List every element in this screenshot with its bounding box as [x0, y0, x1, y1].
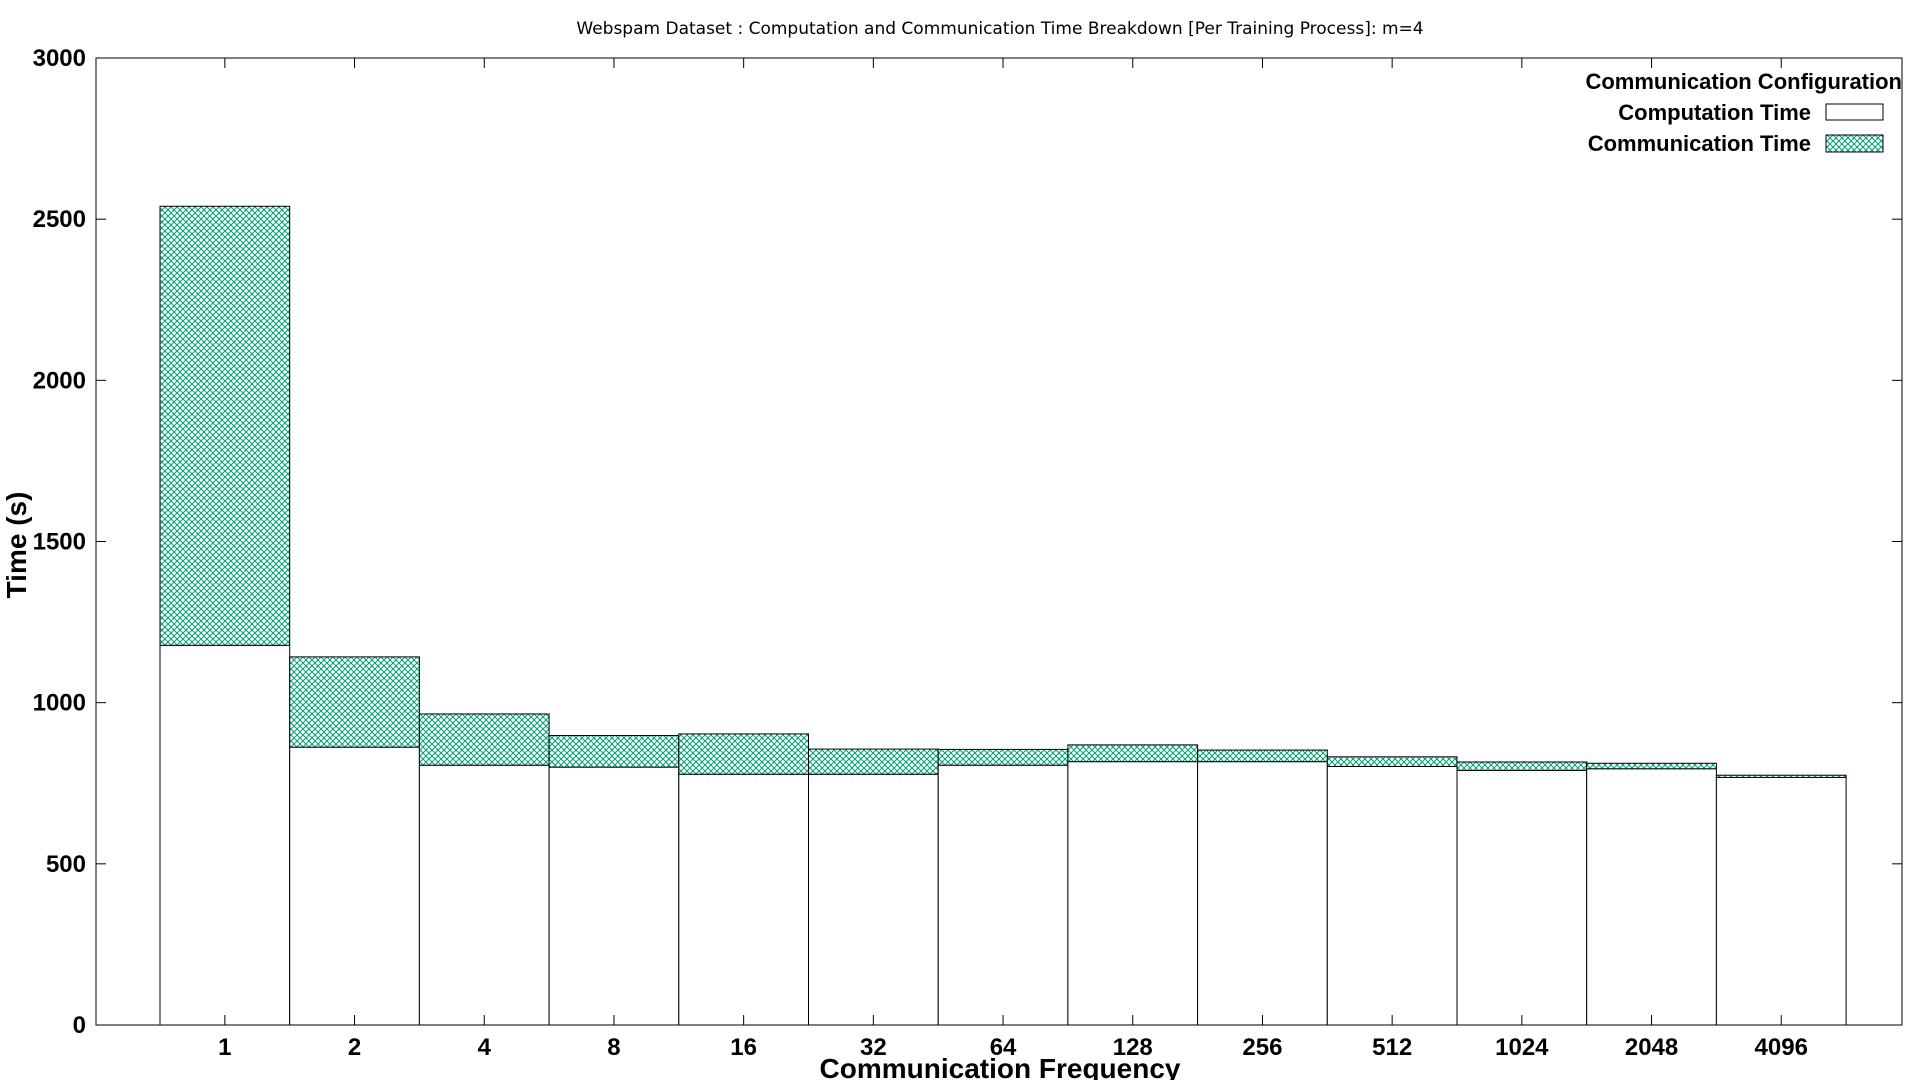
- legend: Communication Configuration Computation …: [1585, 69, 1902, 156]
- y-tick-label: 3000: [33, 45, 86, 72]
- communication-bar-16: [678, 733, 809, 775]
- communication-bar-2048: [1586, 762, 1717, 770]
- communication-bar-2: [289, 656, 420, 748]
- legend-swatch-computation: [1825, 103, 1884, 121]
- y-tick-label: 1500: [33, 529, 86, 556]
- chart-title: Webspam Dataset : Computation and Commun…: [576, 19, 1423, 39]
- communication-bar-1: [159, 205, 291, 646]
- x-tick-label: 4: [478, 1034, 492, 1061]
- computation-bar-64: [937, 764, 1069, 1026]
- x-tick-label: 16: [730, 1034, 757, 1061]
- computation-bar-1024: [1456, 769, 1588, 1026]
- x-tick-label: 1024: [1495, 1034, 1549, 1061]
- communication-bar-4096: [1715, 774, 1847, 778]
- x-tick-label: 2048: [1625, 1034, 1678, 1061]
- computation-bar-16: [678, 773, 809, 1026]
- y-tick-label: 500: [46, 851, 86, 878]
- computation-bar-4: [418, 764, 550, 1026]
- x-axis-label: Communication Frequency: [820, 1053, 1181, 1080]
- legend-swatch-communication: [1825, 134, 1884, 153]
- x-tick-label: 512: [1372, 1034, 1412, 1061]
- computation-bar-256: [1197, 761, 1328, 1026]
- x-tick-label: 32: [860, 1034, 887, 1061]
- communication-bar-128: [1067, 744, 1199, 763]
- computation-bar-1: [159, 644, 291, 1026]
- communication-bar-32: [808, 748, 939, 775]
- x-tick-label: 256: [1242, 1034, 1282, 1061]
- communication-bar-512: [1326, 756, 1458, 767]
- x-tick-label: 8: [607, 1034, 620, 1061]
- y-tick-label: 2000: [33, 367, 86, 394]
- y-axis-label: Time (s): [1, 492, 32, 599]
- communication-bar-4: [418, 713, 550, 766]
- computation-bar-2048: [1586, 768, 1717, 1026]
- computation-bar-128: [1067, 761, 1199, 1026]
- computation-bar-4096: [1715, 776, 1847, 1026]
- ticks-layer: 0 500 1000 1500 2000 2500 3000 1 2 4 8 16 32 64 128 256…: [33, 45, 1902, 1061]
- legend-label-communication: Communication Time: [1588, 131, 1811, 156]
- y-tick-label: 2500: [33, 206, 86, 233]
- y-tick-label: 1000: [33, 690, 86, 717]
- x-tick-label: 64: [990, 1034, 1017, 1061]
- computation-bar-8: [548, 766, 680, 1026]
- x-tick-label: 4096: [1755, 1034, 1808, 1061]
- x-tick-label: 128: [1113, 1034, 1153, 1061]
- bars-layer: [159, 205, 1847, 1026]
- communication-bar-8: [548, 735, 680, 768]
- communication-bar-1024: [1456, 761, 1588, 771]
- legend-title: Communication Configuration: [1585, 69, 1902, 94]
- computation-bar-2: [289, 746, 420, 1026]
- legend-label-computation: Computation Time: [1618, 100, 1811, 125]
- y-tick-label: 0: [73, 1012, 86, 1039]
- x-tick-label: 1: [218, 1034, 231, 1061]
- computation-bar-512: [1326, 765, 1458, 1026]
- x-tick-label: 2: [348, 1034, 361, 1061]
- computation-bar-32: [808, 773, 939, 1026]
- communication-bar-256: [1197, 749, 1328, 763]
- communication-bar-64: [937, 748, 1069, 766]
